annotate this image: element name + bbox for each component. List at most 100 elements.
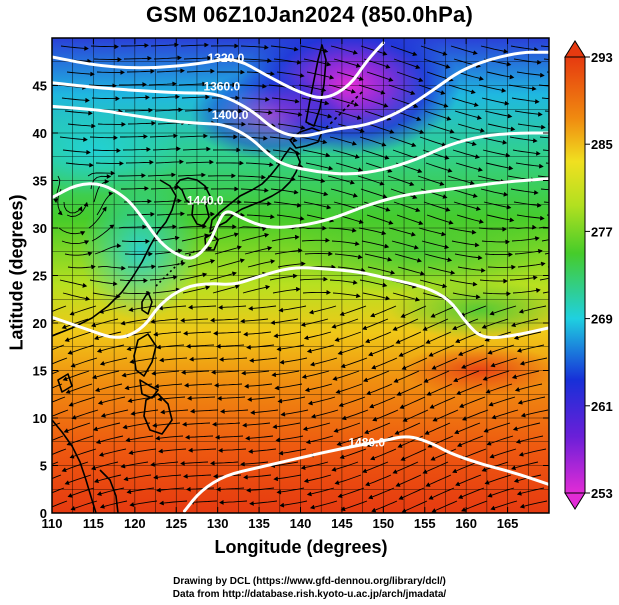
streamline-arrowhead: [183, 474, 188, 479]
streamline: [150, 187, 179, 190]
streamline: [123, 422, 151, 429]
streamline-arrowhead: [355, 63, 361, 68]
streamline: [58, 227, 85, 235]
streamline: [362, 149, 389, 159]
streamline: [298, 84, 326, 92]
streamline-arrowhead: [141, 173, 146, 178]
streamline-arrowhead: [112, 281, 118, 287]
streamline-arrowhead: [181, 370, 186, 375]
streamline-arrowhead: [337, 350, 343, 355]
streamline-arrowhead: [339, 454, 345, 460]
streamline: [486, 71, 514, 78]
streamline-arrowhead: [236, 245, 242, 250]
streamline-arrowhead: [327, 113, 333, 119]
streamline: [155, 383, 183, 388]
streamline-arrowhead: [363, 377, 368, 383]
streamline-arrowhead: [484, 480, 490, 485]
streamline-arrowhead: [274, 385, 280, 391]
streamline-arrowhead: [506, 61, 512, 67]
streamline-arrowhead: [209, 159, 214, 165]
streamline-arrowhead: [270, 71, 275, 77]
streamline-arrowhead: [477, 255, 483, 261]
streamline: [452, 318, 479, 330]
streamline-arrowhead: [159, 357, 164, 363]
streamline: [484, 253, 513, 256]
streamline: [67, 435, 94, 446]
streamline-arrowhead: [338, 402, 344, 408]
streamline-arrowhead: [152, 423, 158, 428]
streamline-arrowhead: [213, 474, 218, 479]
streamline-arrowhead: [110, 170, 116, 176]
streamline-arrowhead: [414, 297, 420, 302]
streamline-arrowhead: [488, 401, 494, 407]
streamline: [518, 396, 546, 404]
streamline: [402, 500, 428, 513]
streamline: [91, 461, 119, 470]
streamline: [419, 279, 447, 288]
streamline: [219, 500, 248, 504]
streamline-arrowhead: [425, 339, 431, 344]
streamline-arrowhead: [233, 134, 238, 140]
streamline-arrowhead: [456, 390, 461, 395]
streamline: [184, 247, 212, 255]
streamline: [124, 253, 153, 255]
streamline-arrowhead: [428, 352, 434, 357]
streamline-arrowhead: [341, 415, 347, 421]
streamline-arrowhead: [33, 469, 37, 473]
streamline-arrowhead: [201, 172, 206, 178]
streamline: [301, 239, 330, 242]
streamline-arrowhead: [400, 313, 406, 318]
streamline: [153, 422, 181, 427]
streamline-arrowhead: [190, 408, 195, 414]
streamline: [274, 331, 302, 337]
streamline-arrowhead: [212, 422, 217, 427]
streamline: [455, 162, 483, 171]
streamline: [360, 45, 387, 55]
streamline: [90, 45, 118, 48]
streamline-arrowhead: [278, 307, 284, 313]
streamline: [93, 422, 121, 431]
streamline: [274, 249, 302, 255]
streamline: [52, 448, 67, 455]
streamline-arrowhead: [240, 461, 245, 467]
streamline: [65, 474, 92, 485]
colorbar-tick-label: 277: [591, 224, 613, 239]
streamline: [272, 370, 300, 376]
streamline-arrowhead: [453, 377, 459, 383]
streamline-arrowhead: [57, 210, 63, 216]
streamline: [540, 188, 549, 191]
streamline: [332, 292, 360, 297]
streamline: [362, 318, 389, 330]
streamline-arrowhead: [263, 136, 268, 141]
streamline: [241, 234, 269, 242]
streamline: [181, 96, 210, 99]
streamline-arrowhead: [322, 139, 328, 145]
streamline-arrowhead: [362, 325, 367, 331]
streamline-arrowhead: [309, 504, 315, 510]
streamline-arrowhead: [410, 90, 416, 96]
streamline-arrowhead: [117, 57, 122, 62]
streamline: [370, 305, 397, 317]
streamline-arrowhead: [67, 350, 73, 355]
streamline: [158, 396, 186, 400]
streamline: [161, 409, 189, 413]
streamline-arrowhead: [480, 268, 486, 273]
contour-label: 1320.0: [208, 51, 245, 65]
streamline: [160, 357, 188, 361]
streamline-arrowhead: [210, 317, 215, 323]
streamline-arrowhead: [295, 286, 301, 292]
streamline-arrowhead: [97, 400, 103, 405]
streamline-arrowhead: [412, 51, 418, 57]
streamline: [366, 214, 393, 225]
streamline: [244, 247, 272, 255]
streamline: [215, 435, 244, 438]
streamline: [421, 97, 448, 107]
streamline: [157, 262, 185, 268]
streamline: [124, 109, 153, 112]
streamline: [61, 240, 89, 245]
streamline-arrowhead: [270, 214, 275, 220]
streamline-arrowhead: [204, 233, 210, 238]
streamline-arrowhead: [430, 456, 436, 461]
streamline: [479, 136, 507, 144]
streamline-arrowhead: [370, 456, 376, 461]
